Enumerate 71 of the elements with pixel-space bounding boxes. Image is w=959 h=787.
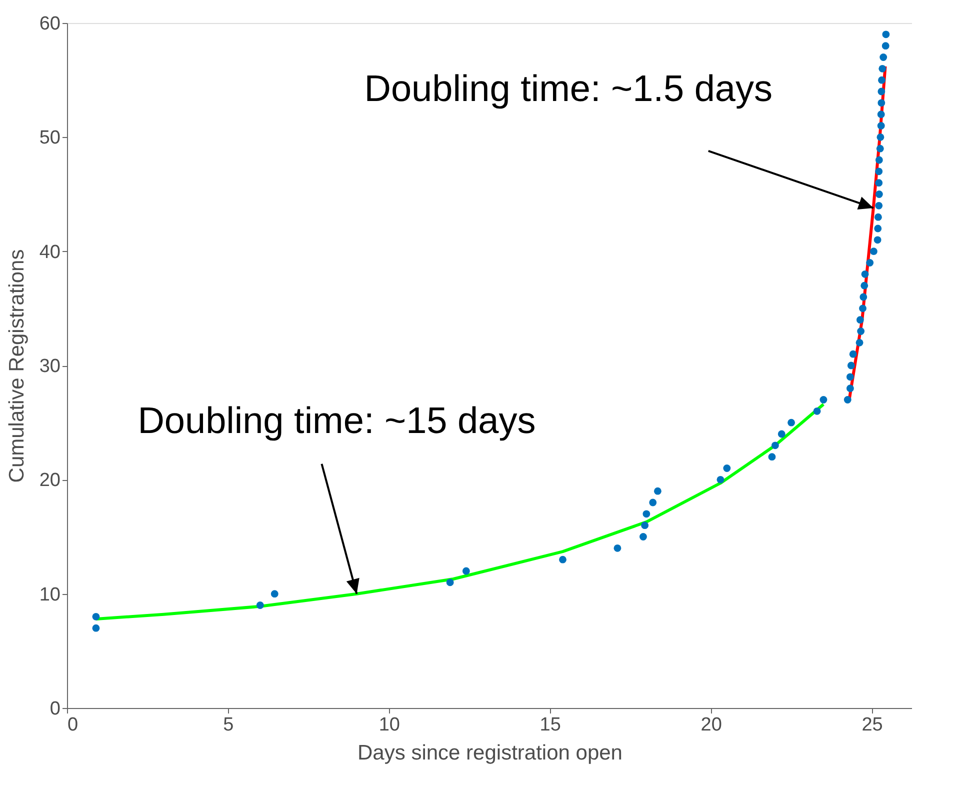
point: [778, 430, 786, 438]
point: [846, 384, 854, 392]
point: [882, 30, 890, 38]
point: [856, 338, 864, 346]
point: [882, 42, 890, 50]
y-tick-label: 40: [39, 242, 60, 263]
point: [874, 213, 882, 221]
point: [649, 498, 657, 506]
point: [723, 464, 731, 472]
point: [875, 179, 883, 187]
x-tick-label: 25: [862, 714, 883, 736]
point: [860, 293, 868, 301]
x-axis-title: Days since registration open: [358, 742, 622, 764]
x-tick-label: 10: [378, 714, 400, 736]
point: [878, 99, 886, 107]
point: [860, 282, 868, 290]
y-tick-label: 50: [39, 128, 60, 149]
x-tick-label: 0: [68, 714, 78, 736]
point: [874, 224, 882, 232]
point: [768, 453, 776, 461]
point: [642, 510, 650, 518]
point: [877, 122, 885, 130]
point: [880, 54, 888, 61]
point: [878, 76, 886, 84]
point: [92, 612, 100, 620]
point: [716, 476, 724, 484]
point: [641, 522, 649, 530]
point: [654, 487, 662, 495]
point: [876, 133, 884, 141]
annotation: Doubling time: ~1.5 days: [364, 68, 773, 109]
x-tick-label: 15: [540, 714, 561, 736]
point: [866, 259, 874, 266]
point: [559, 556, 566, 564]
point: [640, 533, 647, 540]
point: [813, 407, 821, 415]
point: [875, 190, 883, 198]
point: [874, 236, 882, 244]
point: [876, 144, 884, 152]
y-tick-label: 0: [50, 698, 60, 720]
point: [856, 316, 864, 324]
y-tick-label: 60: [39, 14, 60, 34]
point: [788, 418, 795, 426]
point: [844, 396, 852, 404]
point: [859, 304, 866, 312]
point: [870, 248, 878, 256]
point: [270, 590, 278, 598]
point: [614, 544, 622, 552]
point: [875, 202, 883, 210]
point: [446, 578, 454, 586]
point: [771, 442, 779, 450]
point: [878, 88, 886, 96]
y-tick-label: 30: [39, 356, 60, 377]
point: [875, 156, 883, 164]
point: [878, 64, 886, 72]
y-tick-label: 20: [39, 470, 60, 492]
annotation: Doubling time: ~15 days: [138, 400, 536, 441]
point: [849, 350, 857, 358]
point: [861, 270, 869, 278]
point: [875, 168, 883, 176]
point: [847, 362, 855, 370]
point: [820, 396, 828, 404]
point: [877, 110, 885, 118]
point: [846, 373, 854, 381]
x-tick-label: 20: [700, 714, 722, 736]
point: [92, 624, 100, 632]
y-tick-label: 10: [39, 584, 60, 606]
point: [462, 567, 470, 575]
point: [857, 328, 865, 335]
point: [256, 602, 264, 609]
x-tick-label: 5: [223, 714, 234, 736]
y-axis-title: Cumulative Registrations: [5, 249, 28, 483]
